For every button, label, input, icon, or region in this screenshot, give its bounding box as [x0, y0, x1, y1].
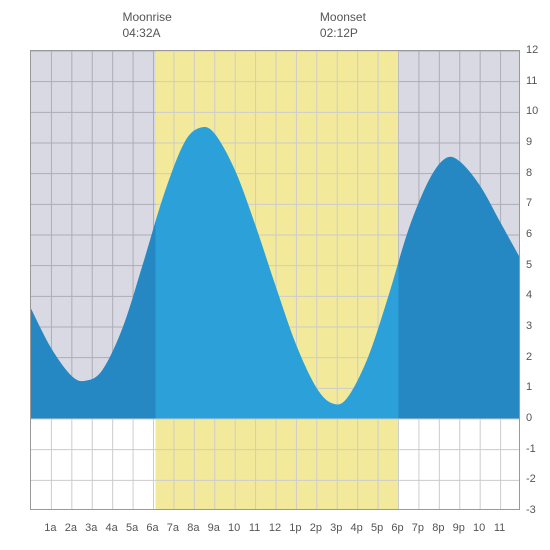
moonrise-label: Moonrise — [122, 10, 171, 26]
x-tick-label: 8a — [187, 522, 199, 534]
y-tick-label: -2 — [526, 473, 536, 485]
y-tick-label: 0 — [526, 412, 532, 424]
y-tick-label: 5 — [526, 259, 532, 271]
y-tick-label: 9 — [526, 136, 532, 148]
y-tick-label: -3 — [526, 504, 536, 516]
x-tick-label: 5p — [371, 522, 383, 534]
moonrise-time: 04:32A — [122, 26, 171, 42]
moonrise-annotation: Moonrise 04:32A — [122, 10, 171, 41]
x-tick-label: 7p — [412, 522, 424, 534]
y-tick-label: 12 — [526, 44, 538, 56]
x-tick-label: 9a — [208, 522, 220, 534]
tide-chart: Moonrise 04:32A Moonset 02:12P 1a 2a 3a 4a 5… — [0, 0, 550, 550]
x-tick-label: 2p — [310, 522, 322, 534]
x-tick-label: 5a — [126, 522, 138, 534]
x-tick-label: 12 — [269, 522, 281, 534]
x-tick-label: 10 — [473, 522, 485, 534]
x-tick-label: 8p — [432, 522, 444, 534]
x-tick-label: 6a — [146, 522, 158, 534]
moonset-time: 02:12P — [320, 26, 366, 42]
moonset-annotation: Moonset 02:12P — [320, 10, 366, 41]
x-tick-label: 4a — [106, 522, 118, 534]
plot-area — [30, 50, 520, 510]
x-tick-label: 4p — [351, 522, 363, 534]
x-tick-label: 3p — [330, 522, 342, 534]
x-tick-label: 1p — [289, 522, 301, 534]
y-tick-label: -1 — [526, 443, 536, 455]
x-tick-label: 10 — [228, 522, 240, 534]
y-tick-label: 6 — [526, 228, 532, 240]
x-tick-label: 11 — [494, 522, 505, 534]
y-tick-label: 4 — [526, 289, 532, 301]
y-tick-label: 8 — [526, 167, 532, 179]
y-tick-label: 7 — [526, 197, 532, 209]
moonset-label: Moonset — [320, 10, 366, 26]
x-tick-label: 9p — [453, 522, 465, 534]
y-tick-label: 1 — [526, 381, 532, 393]
y-tick-label: 11 — [526, 75, 537, 87]
y-tick-label: 3 — [526, 320, 532, 332]
x-tick-label: 7a — [167, 522, 179, 534]
x-tick-label: 2a — [65, 522, 77, 534]
x-tick-label: 1a — [44, 522, 56, 534]
x-tick-label: 6p — [391, 522, 403, 534]
y-tick-label: 10 — [526, 105, 538, 117]
plot-svg — [31, 51, 520, 510]
x-tick-label: 3a — [85, 522, 97, 534]
y-tick-label: 2 — [526, 351, 532, 363]
x-tick-label: 11 — [249, 522, 260, 534]
